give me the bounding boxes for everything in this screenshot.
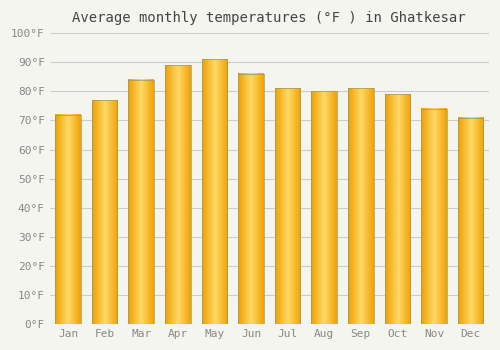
Bar (92, 100, 118, 324)
Bar (312, 91, 337, 324)
Bar (202, 60, 227, 324)
Bar (238, 74, 264, 324)
Bar (348, 89, 374, 324)
Bar (421, 109, 447, 324)
Bar (384, 94, 410, 324)
Bar (458, 118, 483, 324)
Title: Average monthly temperatures (°F ) in Ghatkesar: Average monthly temperatures (°F ) in Gh… (72, 11, 466, 25)
Bar (275, 89, 300, 324)
Bar (55, 115, 81, 324)
Bar (165, 65, 190, 324)
Bar (128, 80, 154, 324)
